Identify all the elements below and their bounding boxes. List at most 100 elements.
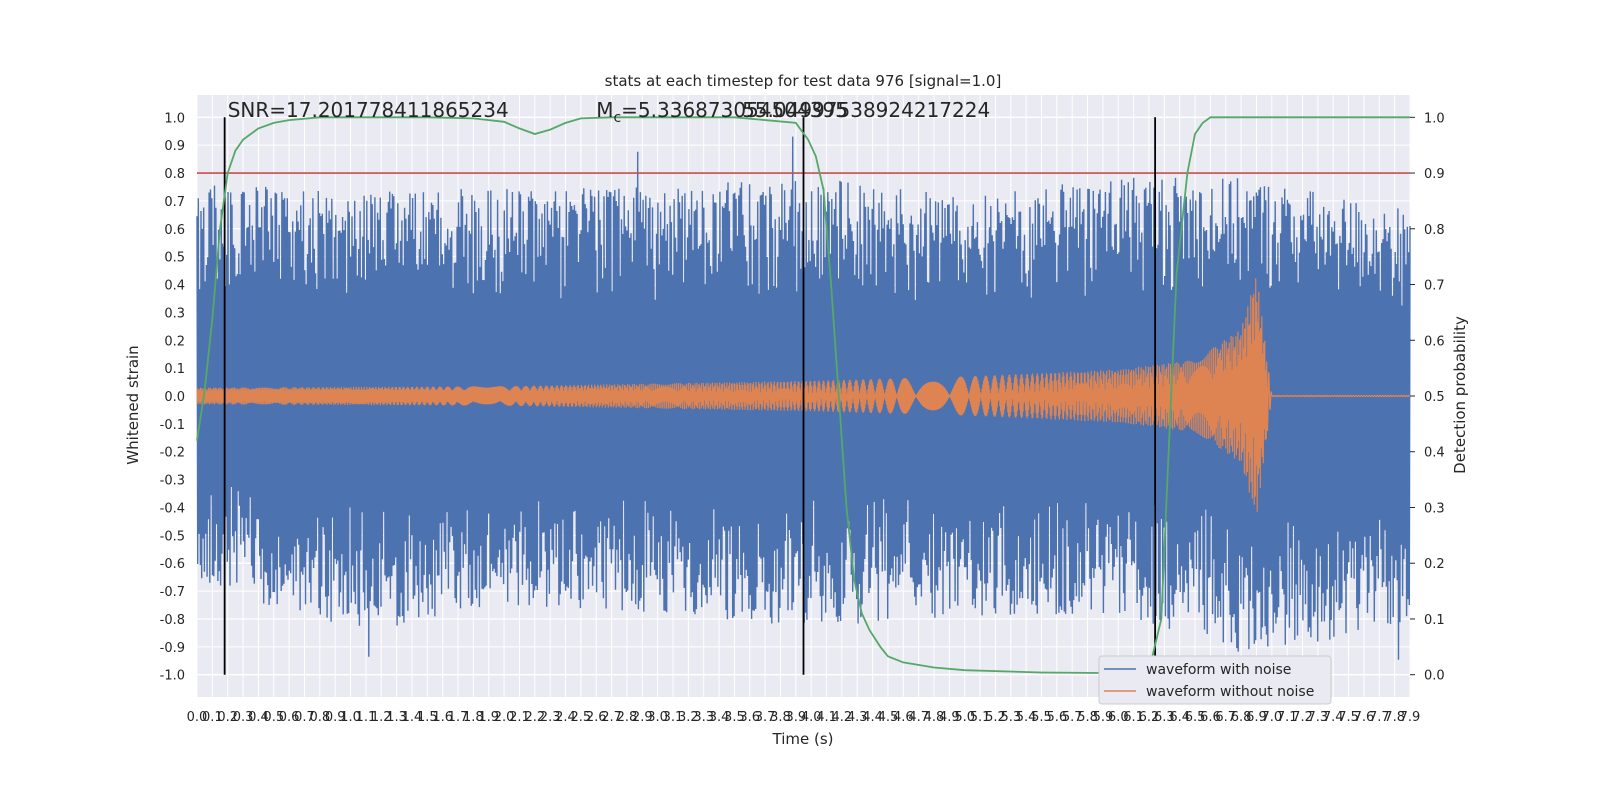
x-tick-label: 6.6 (1200, 710, 1221, 725)
x-tick-label: 2.9 (632, 710, 653, 725)
x-tick-label: 2.4 (555, 710, 576, 725)
x-tick-label: 2.0 (494, 710, 515, 725)
chart-title: stats at each timestep for test data 976… (605, 72, 1002, 90)
y2-tick-label: 0.4 (1424, 446, 1445, 461)
x-tick-label: 7.3 (1308, 710, 1329, 725)
x-tick-label: 0.6 (279, 710, 300, 725)
x-tick-label: 4.0 (801, 710, 822, 725)
x-tick-label: 6.0 (1108, 710, 1129, 725)
x-tick-label: 1.0 (340, 710, 361, 725)
x-tick-label: 4.9 (939, 710, 960, 725)
y2-tick-label: 1.0 (1424, 111, 1445, 126)
x-tick-label: 0.8 (309, 710, 330, 725)
x-tick-label: 4.4 (862, 710, 883, 725)
x-tick-label: 6.9 (1246, 710, 1267, 725)
x-tick-label: 1.1 (356, 710, 377, 725)
y-tick-label: 0.0 (164, 390, 185, 405)
y2-tick-label: 0.8 (1424, 223, 1445, 238)
x-tick-label: 4.1 (816, 710, 837, 725)
annotation-text: SNR=17.201778411865234 (228, 98, 509, 122)
x-tick-label: 4.2 (832, 710, 853, 725)
x-tick-label: 3.1 (663, 710, 684, 725)
right-axis-ticks: 0.0 0.1 0.2 0.3 0.4 0.5 0.6 0.7 0.8 0.9 1.0 (1410, 111, 1445, 684)
x-tick-label: 2.5 (571, 710, 592, 725)
y-tick-label: 0.3 (164, 306, 185, 321)
x-tick-label: 7.6 (1354, 710, 1375, 725)
left-axis-ticks: -1.0 -0.9 -0.8 -0.7 -0.6 -0.5 -0.4 -0.3 -0.2 -0.1… (160, 111, 185, 683)
y-tick-label: 0.2 (164, 334, 185, 349)
x-tick-label: 5.7 (1062, 710, 1083, 725)
y-tick-label: -0.5 (160, 529, 185, 544)
x-tick-label: 2.7 (601, 710, 622, 725)
y-tick-label: 0.8 (164, 167, 185, 182)
x-tick-label: 2.3 (540, 710, 561, 725)
y2-axis-label: Detection probability (1451, 316, 1469, 474)
x-axis-label: Time (s) (772, 730, 834, 748)
x-tick-label: 4.3 (847, 710, 868, 725)
series-detection-probability (196, 116, 1410, 674)
y-tick-label: 1.0 (164, 111, 185, 126)
x-tick-label: 6.5 (1185, 710, 1206, 725)
x-tick-label: 7.2 (1292, 710, 1313, 725)
y-tick-label: 0.6 (164, 223, 185, 238)
y-tick-label: -0.4 (160, 501, 185, 516)
y2-tick-label: 0.9 (1424, 167, 1445, 182)
x-tick-label: 0.0 (187, 710, 208, 725)
x-tick-label: 4.8 (924, 710, 945, 725)
x-tick-label: 6.1 (1123, 710, 1144, 725)
y2-tick-label: 0.1 (1424, 613, 1445, 628)
y2-tick-label: 0.3 (1424, 501, 1445, 516)
y-tick-label: -0.3 (160, 474, 185, 489)
annotations: SNR=17.201778411865234 Mc=5.3368730545043… (228, 98, 990, 126)
x-tick-label: 5.1 (970, 710, 991, 725)
x-tick-label: 6.2 (1139, 710, 1160, 725)
x-tick-label: 4.6 (893, 710, 914, 725)
legend-label-noise: waveform with noise (1146, 662, 1291, 678)
x-tick-label: 6.3 (1154, 710, 1175, 725)
y-tick-label: 0.9 (164, 139, 185, 154)
x-tick-label: 7.7 (1369, 710, 1390, 725)
x-tick-label: 3.7 (755, 710, 776, 725)
x-tick-label: 7.9 (1400, 710, 1421, 725)
x-tick-label: 6.8 (1231, 710, 1252, 725)
x-tick-label: 3.9 (785, 710, 806, 725)
y-tick-label: -0.6 (160, 557, 185, 572)
y-tick-label: -0.2 (160, 446, 185, 461)
annotation-text: 55.04997538924217224 (742, 98, 990, 122)
y-tick-label: -1.0 (160, 669, 185, 684)
x-tick-label: 2.1 (509, 710, 530, 725)
y2-tick-label: 0.0 (1424, 669, 1445, 684)
x-tick-label: 3.2 (678, 710, 699, 725)
x-tick-label: 0.3 (233, 710, 254, 725)
x-tick-label: 1.3 (386, 710, 407, 725)
x-tick-label: 5.3 (1000, 710, 1021, 725)
x-tick-label: 7.0 (1261, 710, 1282, 725)
y-tick-label: -0.8 (160, 613, 185, 628)
x-tick-label: 7.8 (1384, 710, 1405, 725)
x-tick-label: 1.8 (463, 710, 484, 725)
x-tick-label: 5.4 (1016, 710, 1037, 725)
x-tick-label: 1.2 (371, 710, 392, 725)
x-tick-label: 4.5 (878, 710, 899, 725)
vertical-markers (223, 117, 1157, 675)
x-tick-label: 4.7 (908, 710, 929, 725)
x-tick-label: 1.7 (448, 710, 469, 725)
x-tick-label: 0.5 (263, 710, 284, 725)
x-tick-label: 2.2 (524, 710, 545, 725)
legend: waveform with noise waveform without noi… (1098, 655, 1332, 705)
x-axis-ticks: 0.00.10.20.30.40.50.60.70.80.91.01.11.21… (187, 710, 1421, 725)
x-tick-label: 5.5 (1031, 710, 1052, 725)
x-tick-label: 3.8 (770, 710, 791, 725)
x-tick-label: 1.9 (478, 710, 499, 725)
x-tick-label: 6.4 (1169, 710, 1190, 725)
x-tick-label: 7.4 (1323, 710, 1344, 725)
x-tick-label: 3.0 (647, 710, 668, 725)
y2-tick-label: 0.6 (1424, 334, 1445, 349)
x-tick-label: 3.4 (709, 710, 730, 725)
x-tick-label: 3.3 (693, 710, 714, 725)
x-tick-label: 7.1 (1277, 710, 1298, 725)
legend-box (1098, 655, 1332, 705)
x-tick-label: 5.8 (1077, 710, 1098, 725)
x-tick-label: 0.1 (202, 710, 223, 725)
y-tick-label: 0.4 (164, 279, 185, 294)
